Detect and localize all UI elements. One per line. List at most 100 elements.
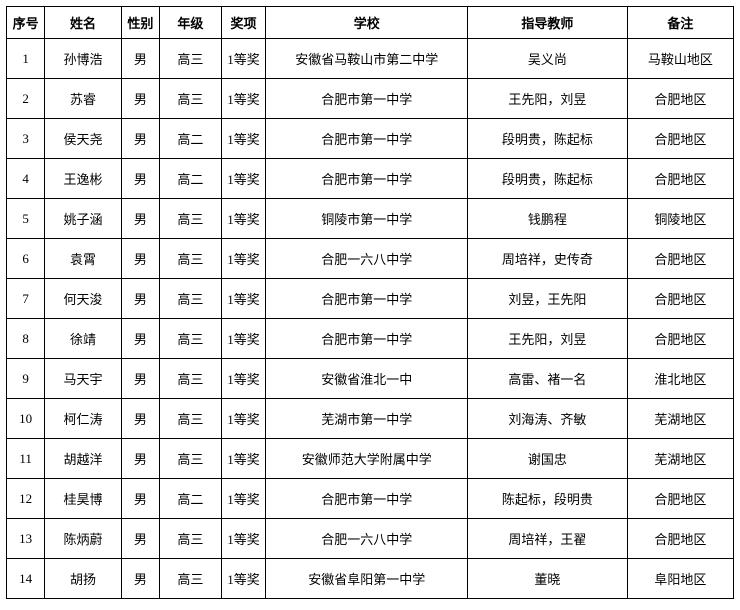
table-row: 6袁霄男高三1等奖合肥一六八中学周培祥，史传奇合肥地区	[7, 239, 734, 279]
cell-school: 合肥市第一中学	[266, 79, 468, 119]
table-row: 10柯仁涛男高三1等奖芜湖市第一中学刘海涛、齐敏芜湖地区	[7, 399, 734, 439]
cell-seq: 9	[7, 359, 45, 399]
table-row: 7何天浚男高三1等奖合肥市第一中学刘昱，王先阳合肥地区	[7, 279, 734, 319]
cell-grade: 高三	[160, 279, 222, 319]
cell-name: 姚子涵	[45, 199, 122, 239]
col-header-school: 学校	[266, 7, 468, 39]
cell-grade: 高二	[160, 479, 222, 519]
cell-grade: 高三	[160, 39, 222, 79]
cell-name: 胡越洋	[45, 439, 122, 479]
cell-seq: 2	[7, 79, 45, 119]
cell-teacher: 周培祥，史传奇	[468, 239, 627, 279]
cell-seq: 14	[7, 559, 45, 599]
cell-gender: 男	[121, 159, 159, 199]
cell-school: 铜陵市第一中学	[266, 199, 468, 239]
cell-remark: 芜湖地区	[627, 439, 733, 479]
cell-grade: 高三	[160, 199, 222, 239]
cell-school: 合肥市第一中学	[266, 319, 468, 359]
cell-award: 1等奖	[221, 479, 266, 519]
cell-teacher: 王先阳，刘昱	[468, 79, 627, 119]
col-header-grade: 年级	[160, 7, 222, 39]
cell-award: 1等奖	[221, 79, 266, 119]
table-row: 3侯天尧男高二1等奖合肥市第一中学段明贵，陈起标合肥地区	[7, 119, 734, 159]
cell-name: 何天浚	[45, 279, 122, 319]
cell-gender: 男	[121, 399, 159, 439]
cell-gender: 男	[121, 479, 159, 519]
cell-award: 1等奖	[221, 239, 266, 279]
awards-table-container: 序号 姓名 性别 年级 奖项 学校 指导教师 备注 1孙博浩男高三1等奖安徽省马…	[0, 0, 740, 605]
table-row: 2苏睿男高三1等奖合肥市第一中学王先阳，刘昱合肥地区	[7, 79, 734, 119]
cell-school: 安徽省马鞍山市第二中学	[266, 39, 468, 79]
table-body: 1孙博浩男高三1等奖安徽省马鞍山市第二中学吴义尚马鞍山地区2苏睿男高三1等奖合肥…	[7, 39, 734, 599]
cell-teacher: 高雷、褚一名	[468, 359, 627, 399]
cell-grade: 高三	[160, 359, 222, 399]
cell-remark: 合肥地区	[627, 119, 733, 159]
cell-grade: 高三	[160, 559, 222, 599]
col-header-seq: 序号	[7, 7, 45, 39]
cell-grade: 高二	[160, 159, 222, 199]
cell-gender: 男	[121, 359, 159, 399]
col-header-gender: 性别	[121, 7, 159, 39]
cell-school: 合肥市第一中学	[266, 279, 468, 319]
cell-school: 安徽省淮北一中	[266, 359, 468, 399]
cell-remark: 芜湖地区	[627, 399, 733, 439]
cell-award: 1等奖	[221, 519, 266, 559]
table-row: 5姚子涵男高三1等奖铜陵市第一中学钱鹏程铜陵地区	[7, 199, 734, 239]
cell-teacher: 吴义尚	[468, 39, 627, 79]
cell-grade: 高三	[160, 319, 222, 359]
col-header-award: 奖项	[221, 7, 266, 39]
cell-school: 安徽师范大学附属中学	[266, 439, 468, 479]
cell-name: 袁霄	[45, 239, 122, 279]
cell-seq: 12	[7, 479, 45, 519]
cell-school: 合肥市第一中学	[266, 479, 468, 519]
cell-name: 陈炳蔚	[45, 519, 122, 559]
cell-seq: 10	[7, 399, 45, 439]
cell-gender: 男	[121, 519, 159, 559]
table-row: 9马天宇男高三1等奖安徽省淮北一中高雷、褚一名淮北地区	[7, 359, 734, 399]
cell-award: 1等奖	[221, 199, 266, 239]
cell-grade: 高三	[160, 79, 222, 119]
cell-remark: 合肥地区	[627, 319, 733, 359]
awards-table: 序号 姓名 性别 年级 奖项 学校 指导教师 备注 1孙博浩男高三1等奖安徽省马…	[6, 6, 734, 599]
table-row: 1孙博浩男高三1等奖安徽省马鞍山市第二中学吴义尚马鞍山地区	[7, 39, 734, 79]
cell-name: 徐靖	[45, 319, 122, 359]
col-header-remark: 备注	[627, 7, 733, 39]
cell-seq: 8	[7, 319, 45, 359]
cell-award: 1等奖	[221, 119, 266, 159]
cell-award: 1等奖	[221, 39, 266, 79]
cell-grade: 高二	[160, 119, 222, 159]
cell-seq: 13	[7, 519, 45, 559]
cell-teacher: 段明贵，陈起标	[468, 159, 627, 199]
cell-name: 王逸彬	[45, 159, 122, 199]
cell-award: 1等奖	[221, 559, 266, 599]
cell-seq: 3	[7, 119, 45, 159]
cell-teacher: 陈起标，段明贵	[468, 479, 627, 519]
col-header-name: 姓名	[45, 7, 122, 39]
table-row: 12桂昊博男高二1等奖合肥市第一中学陈起标，段明贵合肥地区	[7, 479, 734, 519]
cell-teacher: 钱鹏程	[468, 199, 627, 239]
cell-gender: 男	[121, 199, 159, 239]
cell-teacher: 谢国忠	[468, 439, 627, 479]
table-row: 14胡扬男高三1等奖安徽省阜阳第一中学董晓阜阳地区	[7, 559, 734, 599]
cell-remark: 合肥地区	[627, 479, 733, 519]
cell-remark: 合肥地区	[627, 519, 733, 559]
cell-name: 苏睿	[45, 79, 122, 119]
cell-teacher: 董晓	[468, 559, 627, 599]
cell-name: 侯天尧	[45, 119, 122, 159]
cell-award: 1等奖	[221, 319, 266, 359]
cell-school: 合肥市第一中学	[266, 119, 468, 159]
cell-school: 安徽省阜阳第一中学	[266, 559, 468, 599]
cell-school: 合肥一六八中学	[266, 239, 468, 279]
cell-teacher: 王先阳，刘昱	[468, 319, 627, 359]
cell-gender: 男	[121, 319, 159, 359]
cell-teacher: 段明贵，陈起标	[468, 119, 627, 159]
cell-remark: 马鞍山地区	[627, 39, 733, 79]
cell-name: 柯仁涛	[45, 399, 122, 439]
cell-school: 合肥市第一中学	[266, 159, 468, 199]
cell-name: 胡扬	[45, 559, 122, 599]
table-row: 8徐靖男高三1等奖合肥市第一中学王先阳，刘昱合肥地区	[7, 319, 734, 359]
cell-remark: 合肥地区	[627, 279, 733, 319]
cell-school: 合肥一六八中学	[266, 519, 468, 559]
table-row: 4王逸彬男高二1等奖合肥市第一中学段明贵，陈起标合肥地区	[7, 159, 734, 199]
cell-gender: 男	[121, 119, 159, 159]
